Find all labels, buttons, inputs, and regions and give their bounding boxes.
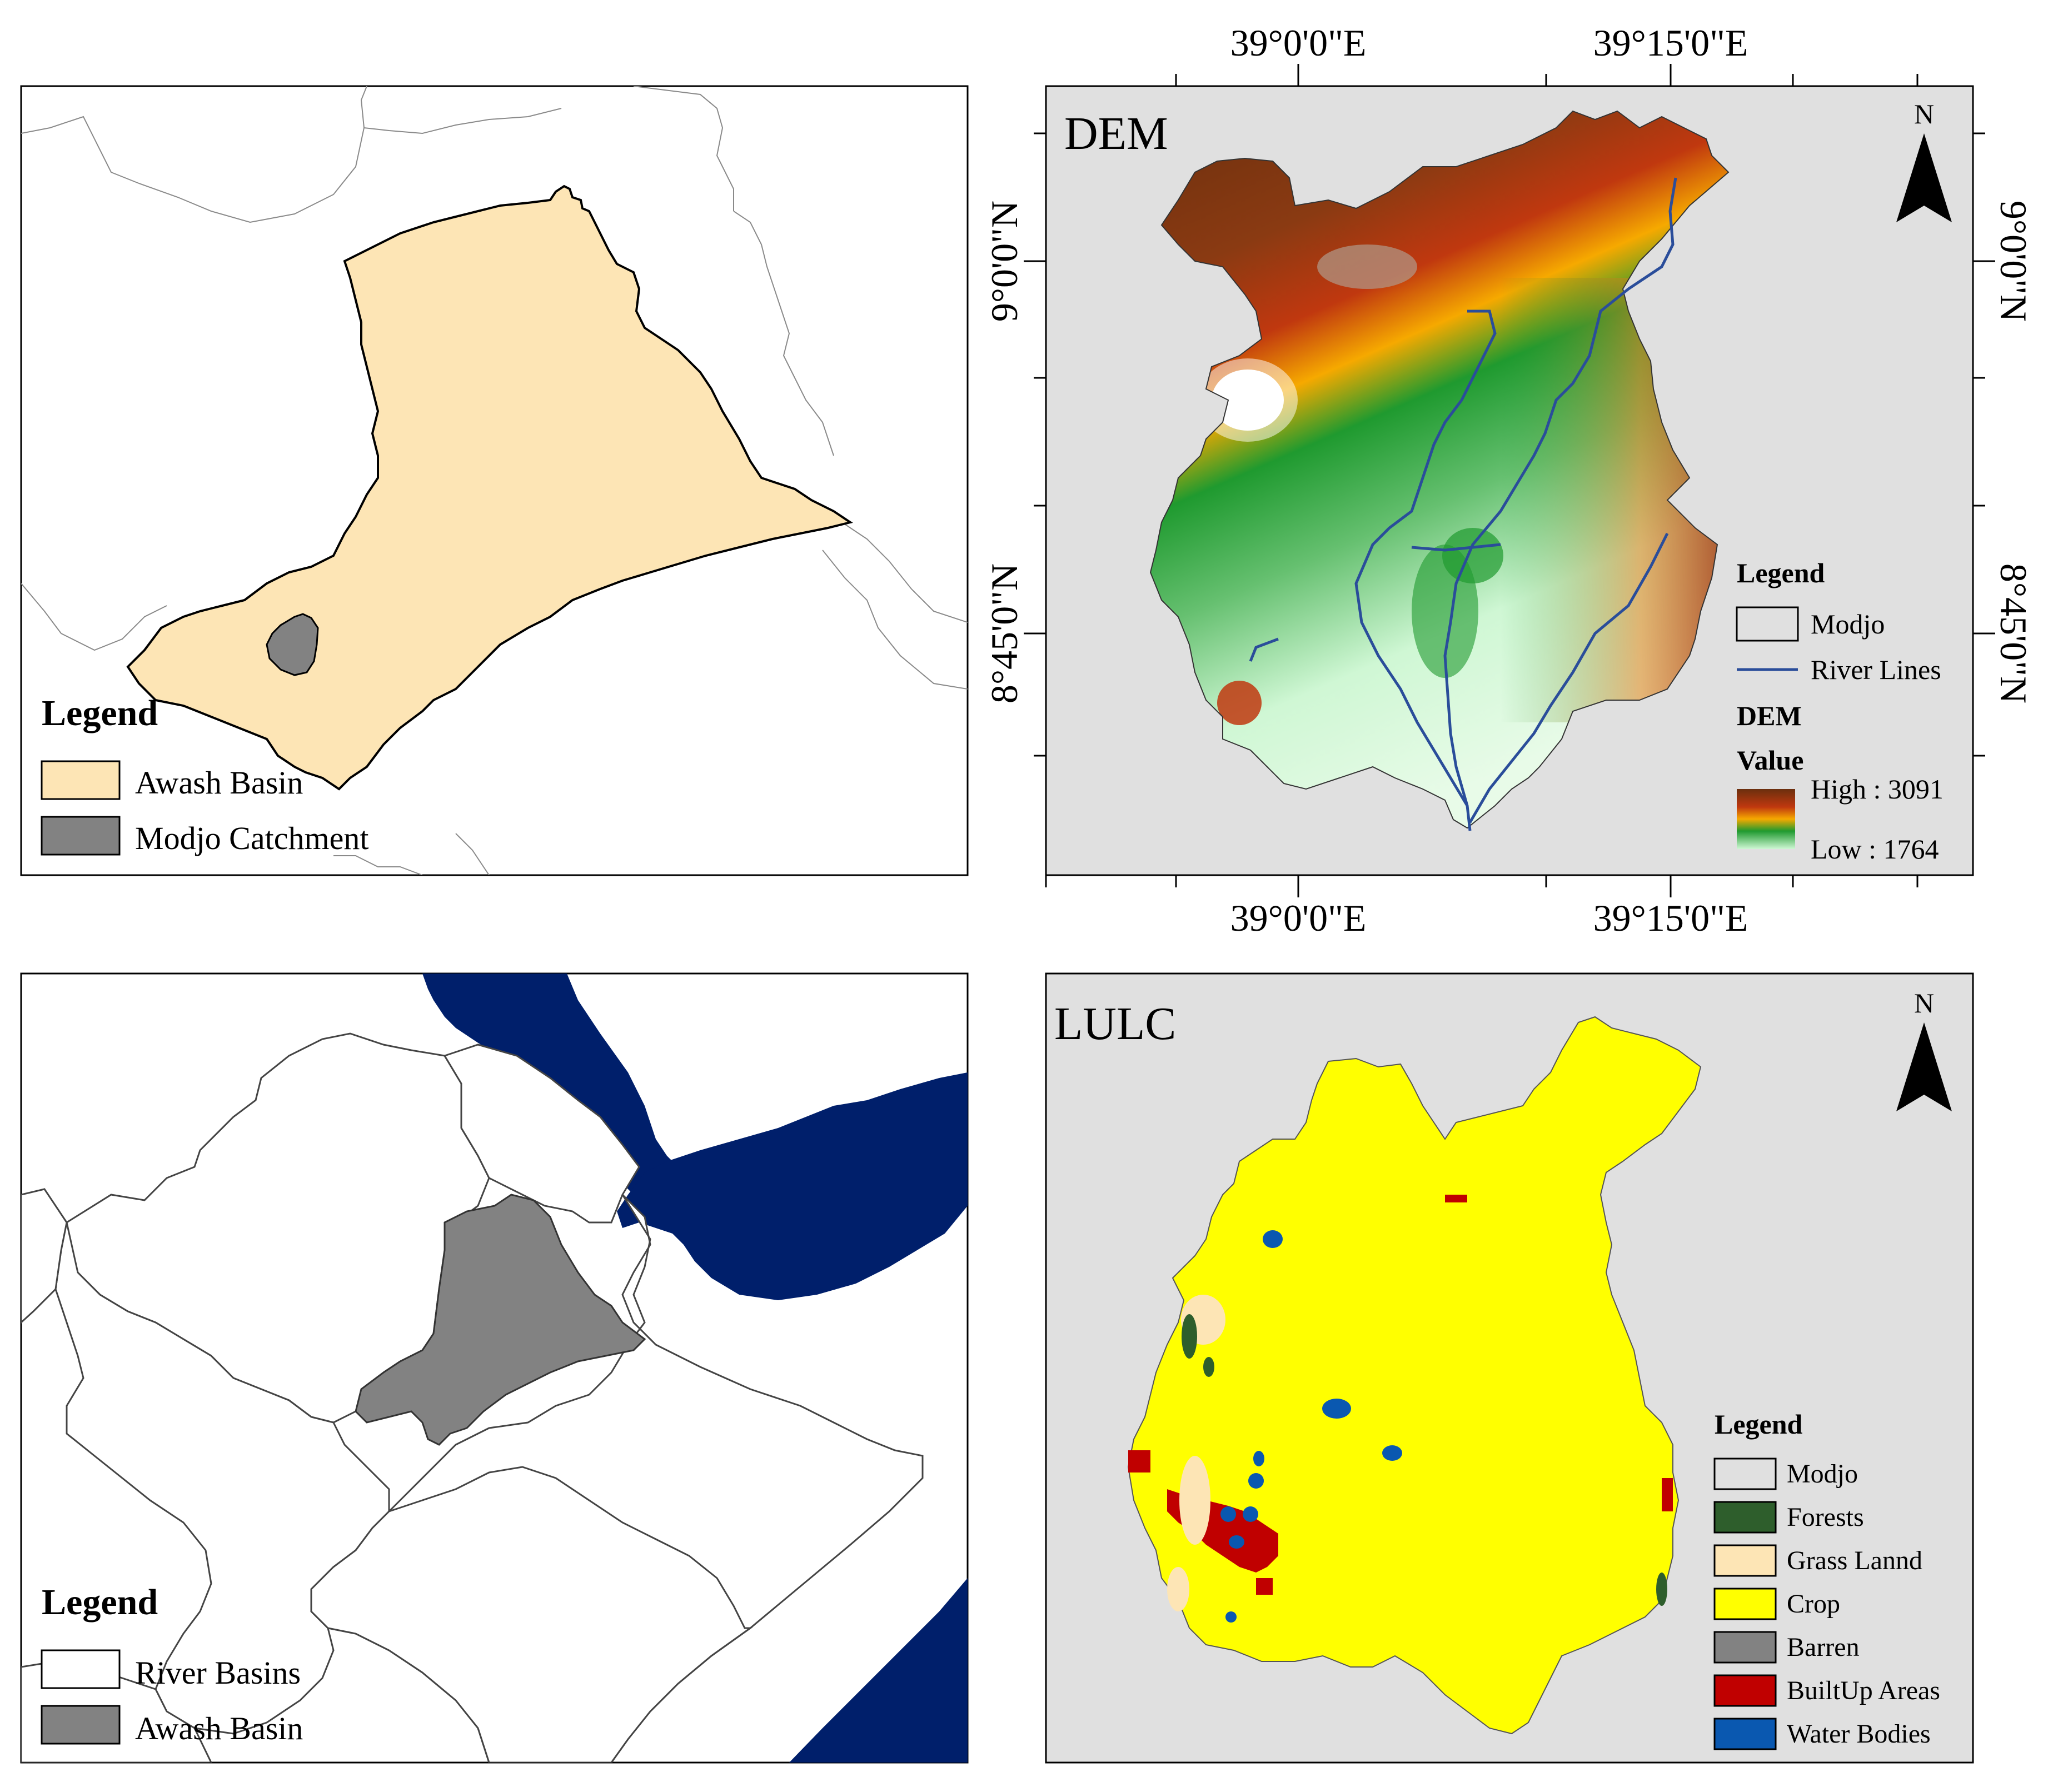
axis-label-left-8-45: 8°45'0"N: [983, 563, 1025, 703]
legend-swatch-forests: [1713, 1501, 1777, 1534]
lulc-grassland-patches: [1167, 1295, 1225, 1611]
dem-raster: [1150, 111, 1728, 828]
axis-label-top-39-15: 39°15'0"E: [1593, 22, 1748, 64]
legend-swatch-barren: [1713, 1631, 1777, 1664]
legend-swatch-crop: [1713, 1588, 1777, 1620]
modjo-catchment-polygon: [266, 613, 319, 676]
north-arrow-icon: N: [1896, 987, 1952, 1111]
gulf-of-aden: [617, 1072, 968, 1300]
neighbor-boundaries: [21, 86, 968, 875]
axis-label-right-8-45: 8°45'0"N: [1992, 563, 2035, 703]
dem-panel-title: DEM: [1064, 108, 1168, 159]
legend-label-builtup-areas: BuiltUp Areas: [1787, 1676, 1940, 1705]
panel-lulc-map: LULC N: [1045, 972, 1974, 1764]
awash-basin-highlight: [355, 1194, 646, 1446]
legend-bottom-left: Legend River Basins Awash Basin: [41, 1582, 303, 1746]
legend-swatch-modjo-catchment: [41, 816, 121, 856]
axis-label-right-9-0: 9°0'0"N: [1992, 201, 2035, 322]
legend-title: Legend: [1715, 1409, 1803, 1440]
legend-label-modjo: Modjo: [1787, 1459, 1858, 1489]
legend-label-crop: Crop: [1787, 1589, 1840, 1619]
legend-swatch-modjo: [1713, 1457, 1777, 1490]
legend-title: Legend: [42, 693, 158, 733]
legend-swatch-builtup-areas: [1713, 1674, 1777, 1707]
legend-lulc: Legend Modjo Forests Grass Lannd Crop Ba…: [1713, 1409, 1940, 1750]
axis-label-top-39-0: 39°0'0"E: [1230, 22, 1367, 64]
lulc-water-patches: [1220, 1230, 1402, 1623]
panel-river-basins-map: Legend River Basins Awash Basin: [20, 972, 969, 1764]
legend-swatch-river-basins: [41, 1649, 121, 1689]
panel-dem-map: 39°0'0"E 39°15'0"E 39°0'0"E 39°15'0"E 9°…: [983, 22, 2035, 939]
legend-label-barren: Barren: [1787, 1633, 1860, 1662]
legend-title: Legend: [1737, 557, 1825, 588]
legend-swatch-modjo: [1736, 606, 1799, 642]
legend-swatch-awash-basin: [41, 760, 121, 800]
legend-swatch-awash-basin: [41, 1705, 121, 1745]
legend-dem-color-ramp: [1737, 789, 1795, 849]
legend-high-label: High : 3091: [1811, 773, 1944, 805]
legend-label-modjo-catchment: Modjo Catchment: [135, 820, 368, 856]
north-label: N: [1914, 98, 1934, 129]
legend-dem-title: DEM: [1737, 700, 1802, 731]
legend-label-river-lines: River Lines: [1811, 654, 1941, 685]
legend-low-label: Low : 1764: [1811, 833, 1939, 865]
legend-label-awash-basin: Awash Basin: [135, 1710, 303, 1746]
axis-label-bottom-39-15: 39°15'0"E: [1593, 897, 1748, 939]
axis-label-left-9-0: 9°0'0"N: [983, 201, 1025, 322]
legend-label-forests: Forests: [1787, 1503, 1864, 1532]
legend-value-title: Value: [1737, 745, 1803, 776]
legend-label-river-basins: River Basins: [135, 1655, 301, 1691]
legend-label-modjo: Modjo: [1811, 608, 1885, 640]
panel-awash-basin-map: Legend Awash Basin Modjo Catchment: [20, 85, 969, 876]
river-lines: [1249, 177, 1677, 831]
legend-label-water-bodies: Water Bodies: [1787, 1719, 1931, 1749]
legend-label-grass-land: Grass Lannd: [1787, 1546, 1922, 1575]
legend-dem: Legend Modjo River Lines DEM Value High …: [1736, 557, 1944, 865]
north-arrow-icon: N: [1896, 98, 1952, 222]
axis-label-bottom-39-0: 39°0'0"E: [1230, 897, 1367, 939]
legend-swatch-water-bodies: [1713, 1718, 1777, 1750]
lulc-forest-patches: [1182, 1314, 1667, 1606]
legend-title: Legend: [42, 1582, 158, 1623]
lulc-panel-title: LULC: [1054, 998, 1176, 1050]
modjo-boundary: [1149, 110, 1730, 829]
legend-swatch-grass-land: [1713, 1544, 1777, 1577]
indian-ocean: [789, 1578, 968, 1763]
north-label: N: [1914, 987, 1934, 1019]
legend-label-awash-basin: Awash Basin: [135, 765, 303, 801]
legend-top-left: Legend Awash Basin Modjo Catchment: [41, 693, 368, 856]
